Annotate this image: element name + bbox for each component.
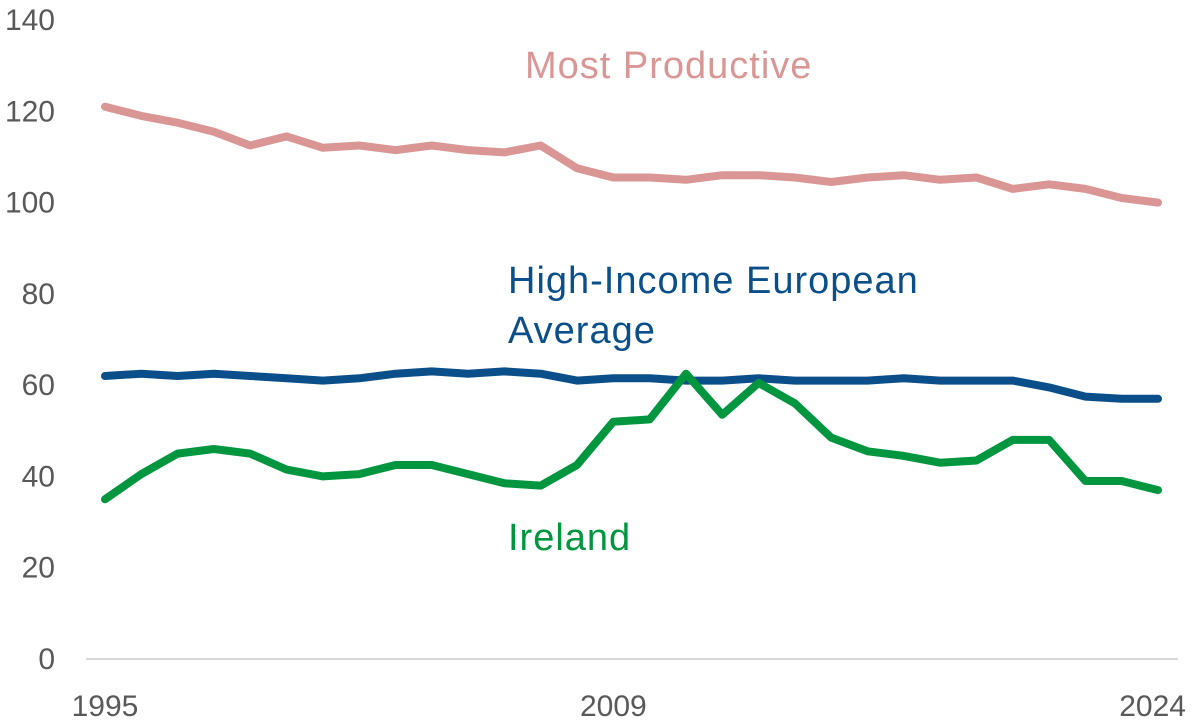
series-line-high-income-european-average (101, 367, 1162, 403)
series-label-line-1: High-Income European (508, 260, 919, 302)
y-tick-label: 120 (5, 95, 55, 128)
series-label-ireland: Ireland (508, 517, 631, 559)
series-label-most-productive: Most Productive (525, 45, 812, 87)
y-tick-label: 20 (22, 552, 55, 585)
series-label-high-income-european-average: High-Income European Average (508, 260, 930, 352)
y-tick-label: 40 (22, 460, 55, 493)
x-tick-label: 1995 (72, 690, 139, 723)
series-line-most-productive (101, 102, 1162, 207)
y-tick-label: 140 (5, 4, 55, 37)
series-line-ireland (101, 369, 1162, 504)
y-tick-label: 100 (5, 187, 55, 220)
series-label-line-2: Average (508, 310, 656, 352)
x-tick-label: 2024 (1119, 690, 1186, 723)
x-axis-ticks: 1995 2009 2024 (72, 690, 1186, 723)
y-axis-ticks: 0 20 40 60 80 100 120 140 (5, 4, 55, 676)
x-tick-label: 2009 (580, 690, 647, 723)
y-tick-label: 60 (22, 369, 55, 402)
y-tick-label: 80 (22, 278, 55, 311)
series-lines (101, 102, 1162, 504)
y-tick-label: 0 (38, 643, 55, 676)
